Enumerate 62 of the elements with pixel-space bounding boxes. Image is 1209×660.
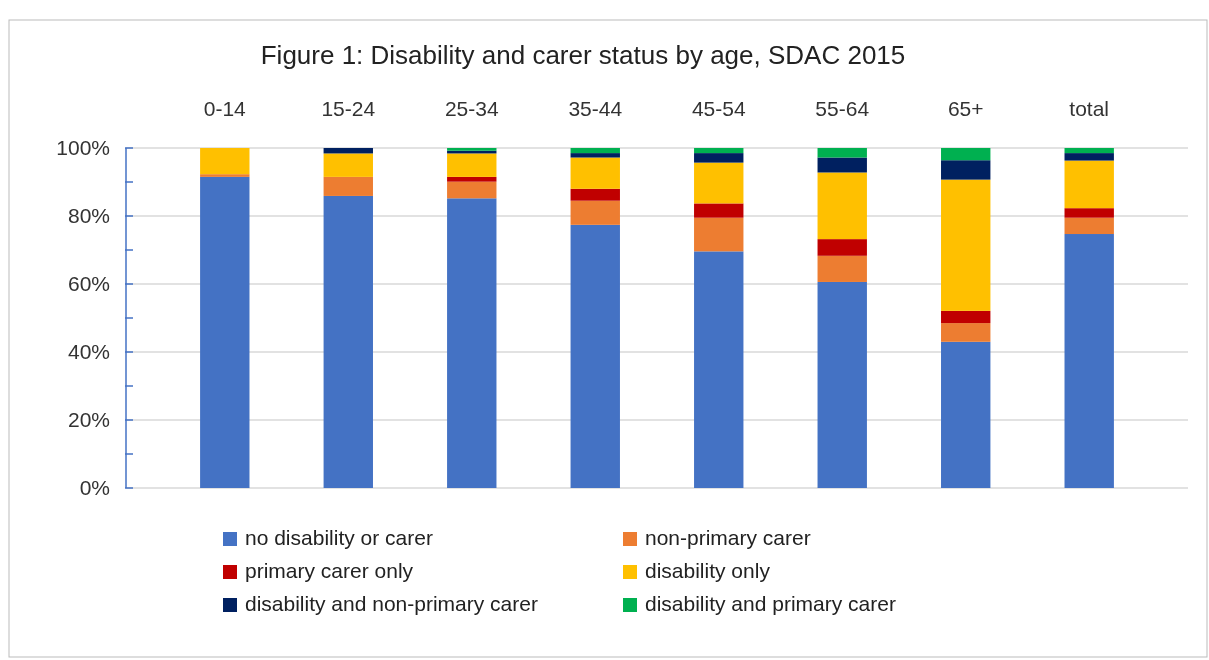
bar: [941, 341, 991, 488]
y-tick-label: 80%: [67, 204, 110, 228]
x-tick-label: 35-44: [568, 97, 623, 120]
bar: [941, 160, 991, 180]
x-tick-label: 65+: [947, 97, 984, 120]
y-tick-label: 20%: [67, 408, 110, 432]
bar: [1064, 217, 1114, 235]
bar: [200, 176, 250, 488]
legend-label: no disability or carer: [245, 526, 433, 549]
y-tick-label: 40%: [67, 340, 110, 364]
bar: [1064, 153, 1114, 161]
bar: [941, 179, 991, 311]
bar: [570, 224, 620, 488]
y-tick-label: 60%: [67, 272, 110, 296]
bar: [817, 157, 867, 173]
bar: [817, 148, 867, 158]
bar: [447, 176, 497, 182]
x-tick-label: 15-24: [321, 97, 376, 120]
bar: [200, 148, 250, 175]
bar: [694, 162, 744, 204]
bar: [1064, 148, 1114, 154]
legend-label: non-primary carer: [645, 526, 811, 549]
bar: [817, 239, 867, 256]
legend-label: disability only: [645, 559, 771, 582]
x-tick-label: 55-64: [815, 97, 870, 120]
bar: [570, 148, 620, 154]
bar: [570, 200, 620, 225]
bar: [323, 195, 373, 488]
bar: [570, 157, 620, 189]
bar: [447, 181, 497, 199]
bar: [694, 217, 744, 252]
bar: [447, 153, 497, 177]
bar: [570, 153, 620, 158]
chart-title: Figure 1: Disability and carer status by age, SDAC 2015: [260, 40, 906, 70]
bar: [1064, 160, 1114, 209]
legend-label: disability and primary carer: [645, 592, 896, 615]
bar: [941, 310, 991, 324]
y-tick-label: 100%: [56, 136, 110, 160]
bar: [694, 251, 744, 488]
bar: [694, 203, 744, 218]
bar: [323, 148, 373, 154]
bar: [941, 148, 991, 161]
bar: [817, 281, 867, 488]
bar: [1064, 234, 1114, 488]
bar: [1064, 208, 1114, 218]
x-tick-label: 25-34: [444, 97, 499, 120]
bar: [323, 176, 373, 196]
bar: [941, 323, 991, 342]
bar: [817, 172, 867, 240]
bar: [323, 153, 373, 177]
bar: [570, 188, 620, 201]
legend-label: primary carer only: [245, 559, 414, 582]
x-tick-label: 0-14: [203, 97, 247, 120]
bar: [817, 255, 867, 282]
y-tick-label: 0%: [79, 476, 110, 500]
bar: [447, 198, 497, 488]
x-tick-label: total: [1069, 97, 1110, 120]
bar: [694, 148, 744, 154]
x-tick-label: 45-54: [691, 97, 746, 120]
legend-label: disability and non-primary carer: [245, 592, 538, 615]
bar: [200, 174, 250, 177]
bar: [694, 153, 744, 163]
